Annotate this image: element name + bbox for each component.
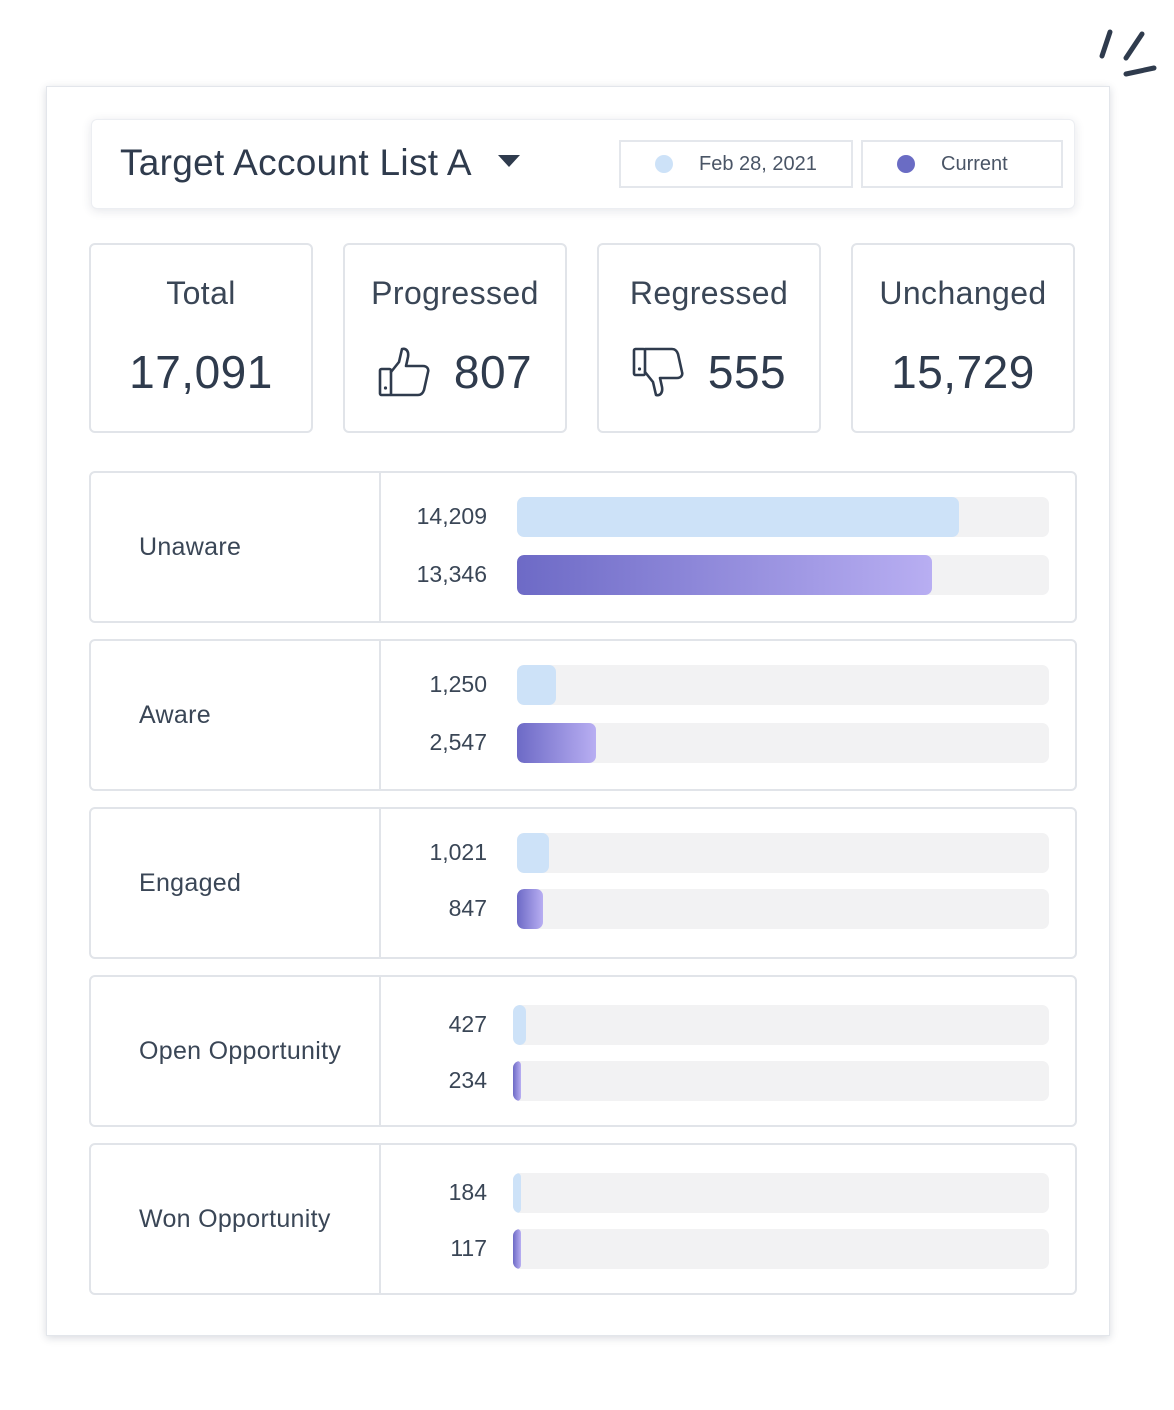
bar-track[interactable] — [517, 889, 1049, 929]
light-blue-dot-icon — [655, 155, 673, 173]
stage-label: Unaware — [91, 473, 381, 621]
bar-value: 2,547 — [429, 729, 487, 755]
stat-value-row: 807 — [345, 345, 565, 399]
bar-track[interactable] — [517, 723, 1049, 763]
stat-value-row: 555 — [599, 345, 819, 399]
bar-row-current: 847 — [381, 889, 1075, 929]
bar-row-current: 234 — [381, 1061, 1075, 1101]
bar-value: 427 — [448, 1011, 487, 1037]
stat-label: Unchanged — [879, 275, 1047, 311]
bar-value: 1,250 — [429, 671, 487, 697]
bar-value: 184 — [448, 1179, 487, 1205]
stage-label: Won Opportunity — [91, 1145, 381, 1293]
bar-row-current: 13,346 — [381, 555, 1075, 595]
bar-row-previous: 427 — [381, 1005, 1075, 1045]
bar-row-previous: 1,250 — [381, 665, 1075, 705]
bar-track[interactable] — [517, 833, 1049, 873]
bar-fill-current — [517, 889, 544, 929]
bar-value: 1,021 — [429, 839, 487, 865]
chevron-down-icon — [497, 155, 520, 168]
bar-value: 13,346 — [416, 561, 487, 587]
bar-track[interactable] — [517, 555, 1049, 595]
stat-label: Progressed — [371, 275, 539, 311]
stat-total: Total 17,091 — [89, 243, 313, 433]
bar-fill-current — [517, 723, 597, 763]
bar-row-previous: 1,021 — [381, 833, 1075, 873]
stage-won-opportunity: Won Opportunity 184 117 — [89, 1143, 1077, 1295]
stage-aware: Aware 1,250 2,547 — [89, 639, 1077, 791]
bar-fill-previous — [513, 1005, 527, 1045]
stat-label: Total — [166, 275, 236, 311]
thumbs-up-icon — [378, 347, 430, 397]
stage-engaged: Engaged 1,021 847 — [89, 807, 1077, 959]
bar-fill-current — [517, 555, 933, 595]
legend-previous-date[interactable]: Feb 28, 2021 — [619, 140, 853, 188]
legend-current[interactable]: Current — [861, 140, 1063, 188]
stat-label: Regressed — [629, 275, 789, 311]
list-header: Target Account List A Feb 28, 2021 Curre… — [91, 119, 1075, 209]
legend-previous-label: Feb 28, 2021 — [699, 152, 817, 175]
bar-track[interactable] — [517, 497, 1049, 537]
bar-track[interactable] — [513, 1229, 1049, 1269]
stat-value: 17,091 — [129, 346, 273, 398]
bar-track[interactable] — [513, 1061, 1049, 1101]
bar-value: 14,209 — [416, 503, 487, 529]
bar-value: 847 — [448, 895, 487, 921]
thumbs-down-icon — [632, 347, 684, 397]
legend-current-label: Current — [941, 152, 1008, 175]
bar-fill-current — [513, 1229, 522, 1269]
purple-dot-icon — [897, 155, 915, 173]
bar-value: 234 — [448, 1067, 487, 1093]
account-list-selector[interactable]: Target Account List A — [120, 142, 520, 184]
bar-fill-current — [513, 1061, 522, 1101]
bar-fill-previous — [517, 665, 556, 705]
funnel-card: Target Account List A Feb 28, 2021 Curre… — [46, 86, 1110, 1336]
stage-label: Aware — [91, 641, 381, 789]
bar-track[interactable] — [517, 665, 1049, 705]
bar-track[interactable] — [513, 1005, 1049, 1045]
bar-fill-previous — [513, 1173, 522, 1213]
bar-track[interactable] — [513, 1173, 1049, 1213]
stage-label: Engaged — [91, 809, 381, 957]
bar-row-current: 117 — [381, 1229, 1075, 1269]
bar-row-previous: 14,209 — [381, 497, 1075, 537]
decorative-marks-icon — [1099, 29, 1157, 77]
stat-value: 807 — [453, 346, 533, 398]
bar-fill-previous — [517, 497, 960, 537]
stat-unchanged: Unchanged 15,729 — [851, 243, 1075, 433]
bar-row-current: 2,547 — [381, 723, 1075, 763]
stat-value: 555 — [707, 346, 787, 398]
stage-open-opportunity: Open Opportunity 427 234 — [89, 975, 1077, 1127]
page-title: Target Account List A — [120, 142, 472, 183]
bar-value: 117 — [450, 1235, 487, 1261]
stat-regressed: Regressed 555 — [597, 243, 821, 433]
stat-value: 15,729 — [891, 346, 1035, 398]
stat-progressed: Progressed 807 — [343, 243, 567, 433]
bar-fill-previous — [517, 833, 549, 873]
bar-row-previous: 184 — [381, 1173, 1075, 1213]
stage-label: Open Opportunity — [91, 977, 381, 1125]
stage-unaware: Unaware 14,209 13,346 — [89, 471, 1077, 623]
